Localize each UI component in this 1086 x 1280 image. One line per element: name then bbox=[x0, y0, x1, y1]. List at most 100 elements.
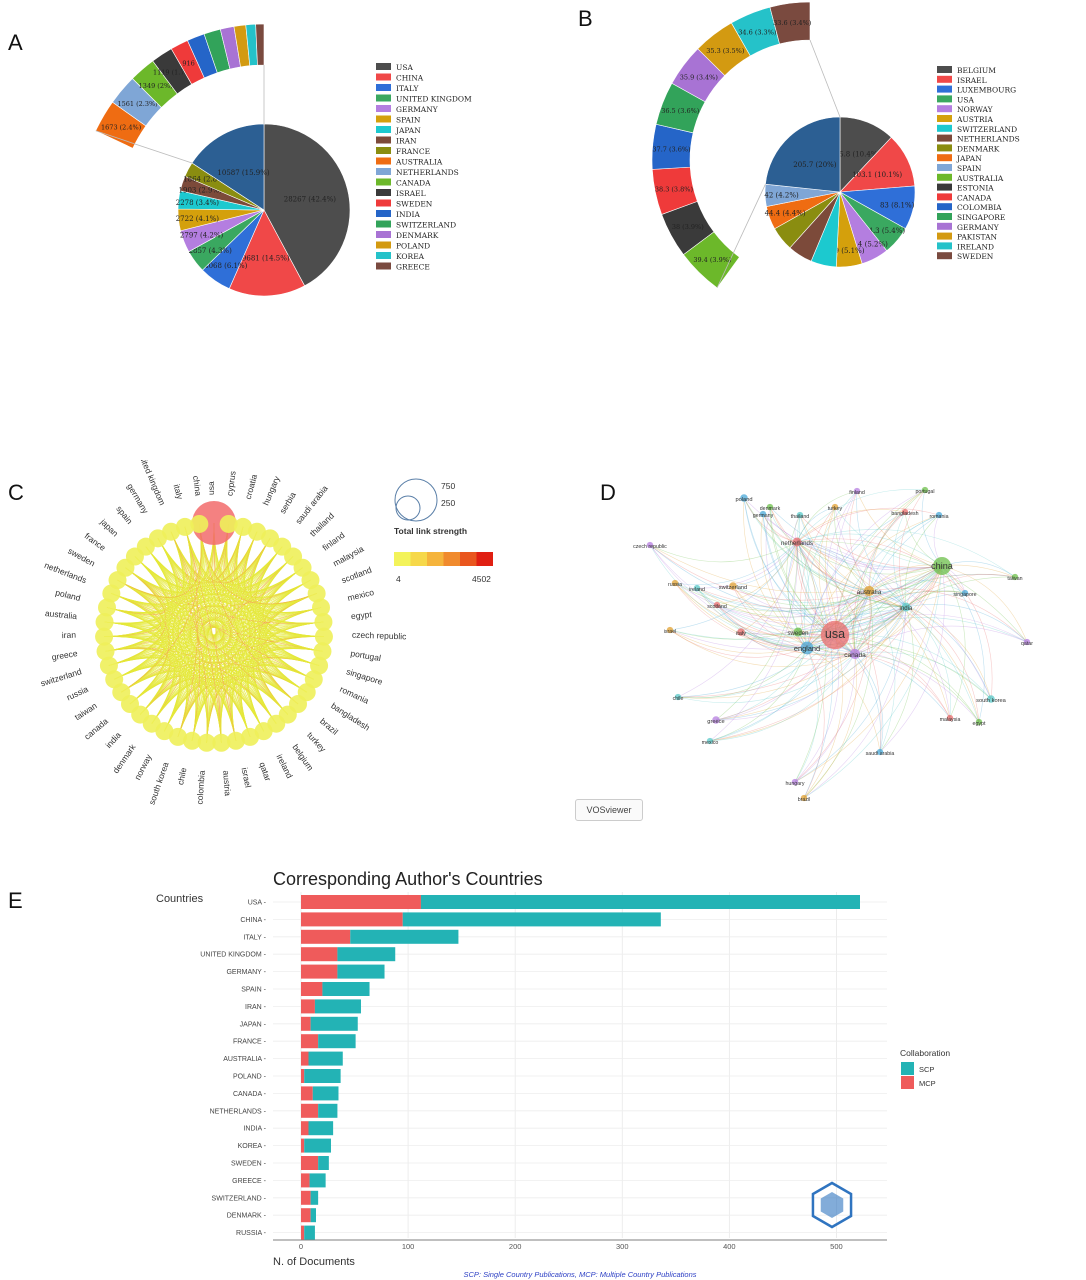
network-link bbox=[696, 587, 907, 625]
network-label-scotland: scotland bbox=[707, 604, 727, 610]
bar-mcp-russia bbox=[301, 1225, 305, 1240]
legend-label: ISRAEL bbox=[957, 76, 987, 85]
network-label-canada: canada bbox=[844, 652, 866, 659]
legend-label: SINGAPORE bbox=[957, 213, 1005, 222]
y-tick-label: DENMARK - bbox=[227, 1213, 267, 1220]
network-link bbox=[743, 497, 798, 543]
ring-label: 33.6 (3.4%) bbox=[773, 19, 812, 27]
network-node-germany bbox=[759, 510, 767, 518]
y-tick-label: CHINA - bbox=[240, 917, 266, 924]
legend-label: SWEDEN bbox=[396, 200, 433, 209]
slice-label: 44.4 (4.4%) bbox=[765, 209, 806, 217]
bar-mcp-greece bbox=[301, 1173, 310, 1188]
network-node-romania bbox=[935, 511, 943, 519]
network-label-bangladesh: bangladesh bbox=[891, 511, 918, 517]
network-link bbox=[941, 565, 966, 719]
network-node-israel bbox=[666, 626, 674, 634]
bar-scp-iran bbox=[314, 999, 361, 1014]
network-link bbox=[804, 490, 858, 649]
chord-node-austria bbox=[212, 733, 231, 752]
chord-label-portugal: portugal bbox=[350, 648, 382, 663]
slice-label: 1903 (2.9%) bbox=[179, 186, 223, 194]
network-label-saudi-arabia: saudi arabia bbox=[866, 751, 895, 757]
chord-label-denmark: denmark bbox=[111, 742, 138, 776]
legend-swatch-norway bbox=[937, 105, 952, 113]
network-link bbox=[762, 513, 943, 571]
chord-label-serbia: serbia bbox=[277, 490, 298, 515]
network-label-hungary: hungary bbox=[785, 781, 804, 787]
network-link bbox=[740, 565, 943, 636]
network-link bbox=[854, 565, 943, 655]
network-link bbox=[868, 588, 1028, 643]
network-node-switzerland bbox=[729, 582, 737, 590]
network-label-turkey: turkey bbox=[828, 506, 843, 512]
network-link bbox=[806, 514, 940, 649]
network-link bbox=[905, 573, 1016, 608]
network-link bbox=[743, 497, 943, 569]
network-link bbox=[740, 631, 808, 651]
x-axis-title: N. of Documents bbox=[273, 1256, 355, 1268]
slice-label: 105.8 (10.4%) bbox=[830, 151, 880, 159]
network-link bbox=[743, 497, 836, 636]
chord-link bbox=[199, 523, 299, 705]
network-node-poland bbox=[740, 494, 748, 502]
y-axis-title: Countries bbox=[156, 893, 204, 905]
network-link bbox=[806, 606, 907, 649]
network-label-denmark: denmark bbox=[760, 506, 781, 512]
y-tick-label: JAPAN - bbox=[240, 1021, 267, 1028]
network-link bbox=[709, 541, 798, 742]
network-link bbox=[797, 631, 856, 655]
legend-label: DENMARK bbox=[957, 144, 1000, 153]
legend-label: AUSTRIA bbox=[956, 115, 993, 124]
network-link bbox=[806, 606, 907, 649]
ring-label: 38 (3.9%) bbox=[672, 223, 704, 231]
network-label-usa: usa bbox=[825, 627, 845, 641]
network-link bbox=[799, 514, 943, 568]
x-tick-label: 500 bbox=[830, 1242, 843, 1251]
chord-node-poland bbox=[97, 598, 116, 617]
legend-label: IRELAND bbox=[957, 242, 994, 251]
y-tick-label: UNITED KINGDOM - bbox=[200, 952, 266, 959]
slice-label: 54.3 (5.4%) bbox=[864, 227, 905, 235]
legend-label: CHINA bbox=[396, 74, 424, 83]
bar-scp-poland bbox=[304, 1069, 341, 1083]
network-node-turkey bbox=[831, 503, 839, 511]
network-link bbox=[854, 625, 1028, 655]
chord-node-italy bbox=[175, 517, 194, 536]
chord-node-greece bbox=[96, 642, 115, 661]
network-link bbox=[899, 489, 926, 608]
network-link bbox=[806, 647, 881, 753]
network-link bbox=[818, 506, 836, 636]
network-link bbox=[677, 606, 907, 699]
network-label-czech-republic: czech republic bbox=[633, 544, 667, 550]
chord-node-israel bbox=[226, 731, 245, 750]
slice-label: 205.7 (20%) bbox=[793, 161, 837, 169]
x-tick-label: 0 bbox=[299, 1242, 303, 1251]
legend-swatch-japan bbox=[937, 154, 952, 162]
chord-label-hungary: hungary bbox=[261, 474, 282, 507]
legend-label: GREECE bbox=[396, 263, 430, 272]
slice-label: 83 (8.1%) bbox=[880, 201, 915, 209]
network-link bbox=[868, 590, 951, 719]
network-link bbox=[709, 634, 836, 742]
network-link bbox=[796, 529, 1016, 578]
legend-swatch-pakistan bbox=[937, 232, 952, 240]
network-link bbox=[868, 590, 992, 700]
chord-label-germany: germany bbox=[125, 482, 151, 516]
network-link bbox=[732, 585, 870, 606]
y-tick-label: GERMANY - bbox=[226, 969, 266, 976]
network-link bbox=[796, 541, 856, 655]
ring-label: 1349 (2%) bbox=[139, 82, 173, 90]
network-node-chile bbox=[674, 693, 682, 701]
network-link bbox=[834, 590, 966, 636]
network-link bbox=[796, 490, 858, 543]
network-link bbox=[853, 511, 906, 655]
network-link bbox=[868, 590, 980, 723]
network-link bbox=[649, 544, 907, 616]
network-link bbox=[649, 544, 836, 636]
network-node-saudi-arabia bbox=[876, 748, 884, 756]
bar-scp-korea bbox=[304, 1138, 331, 1153]
legend-swatch-estonia bbox=[937, 183, 952, 191]
legend-label: CANADA bbox=[957, 193, 992, 202]
network-label-romania: romania bbox=[929, 514, 948, 520]
